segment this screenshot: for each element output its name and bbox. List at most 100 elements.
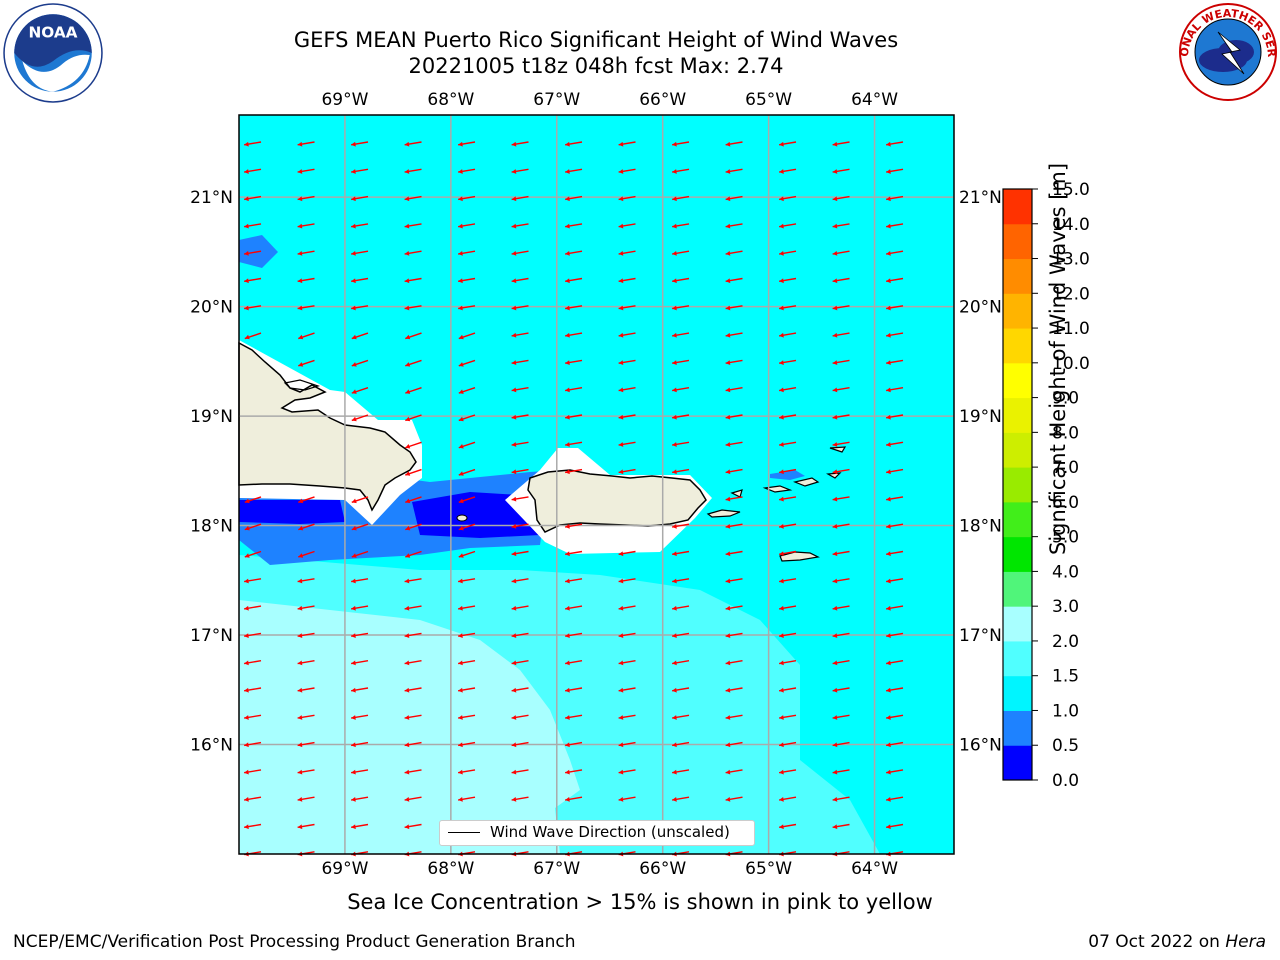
- direction-arrow: [404, 305, 422, 311]
- lat-label-left-3: 18°N: [190, 517, 233, 537]
- direction-arrow: [832, 195, 850, 202]
- direction-arrow: [779, 168, 797, 174]
- direction-arrow: [458, 305, 476, 311]
- direction-arrow: [618, 605, 636, 611]
- direction-arrow: [298, 359, 315, 367]
- direction-arrow: [832, 796, 850, 802]
- direction-arrow: [458, 387, 476, 394]
- legend-label: Wind Wave Direction (unscaled): [490, 823, 730, 841]
- lat-label-right-0: 21°N: [959, 188, 1002, 208]
- direction-arrow: [725, 687, 743, 693]
- direction-arrow: [672, 305, 690, 311]
- direction-arrow: [298, 550, 315, 558]
- direction-arrow: [779, 195, 797, 202]
- direction-arrow: [351, 796, 369, 802]
- direction-arrow: [458, 605, 476, 611]
- colorbar-tick-label: 5.0: [1052, 528, 1079, 548]
- lat-label-left-4: 17°N: [190, 626, 233, 646]
- direction-arrow: [886, 305, 904, 311]
- direction-arrow: [886, 605, 904, 611]
- direction-arrow: [565, 468, 583, 475]
- direction-arrow: [832, 250, 850, 256]
- direction-arrow: [297, 141, 315, 147]
- direction-arrow: [511, 332, 529, 338]
- chart-subtitle-line: 20221005 t18z 048h fcst Max: 2.74: [408, 54, 784, 78]
- direction-arrow: [351, 741, 369, 748]
- direction-arrow: [779, 414, 797, 420]
- direction-arrow: [886, 141, 904, 147]
- direction-arrow: [725, 523, 743, 529]
- direction-arrow: [404, 168, 422, 174]
- direction-arrow: [297, 714, 315, 720]
- direction-arrow: [725, 441, 743, 447]
- direction-arrow: [832, 578, 850, 584]
- direction-arrow: [565, 550, 583, 557]
- direction-arrow: [458, 168, 476, 174]
- direction-arrow: [618, 277, 636, 284]
- lon-label-bottom-0: 69°W: [321, 859, 368, 879]
- direction-arrow: [886, 250, 904, 256]
- colorbar-tick-label: 8.0: [1052, 423, 1079, 443]
- direction-arrow: [458, 414, 476, 422]
- direction-arrow: [244, 578, 262, 584]
- direction-arrow: [565, 605, 583, 611]
- direction-arrow: [511, 441, 529, 447]
- direction-arrow: [405, 332, 422, 340]
- nws-logo: NATIONAL WEATHER SERVICE: [1178, 2, 1278, 101]
- direction-arrow: [351, 578, 369, 584]
- direction-arrow: [565, 714, 583, 720]
- direction-arrow: [672, 714, 690, 720]
- colorbar-tick-label: 0.5: [1052, 736, 1079, 756]
- direction-arrow: [618, 468, 636, 475]
- direction-arrow: [672, 796, 690, 802]
- direction-arrow: [886, 277, 904, 284]
- direction-arrow: [458, 223, 476, 229]
- direction-arrow: [618, 632, 636, 638]
- direction-arrow: [458, 250, 476, 256]
- direction-arrow: [244, 605, 262, 611]
- direction-arrow: [351, 823, 369, 830]
- direction-arrow: [618, 578, 636, 584]
- direction-arrow: [351, 141, 369, 147]
- direction-arrow: [244, 141, 262, 147]
- lat-label-left-0: 21°N: [190, 188, 233, 208]
- direction-arrow: [405, 414, 422, 422]
- direction-arrow: [404, 605, 422, 611]
- direction-arrow: [832, 168, 850, 174]
- colorbar-tick-label: 11.0: [1052, 319, 1090, 339]
- direction-arrow: [672, 550, 690, 557]
- colorbar-tick-label: 10.0: [1052, 354, 1090, 374]
- direction-arrow: [725, 141, 743, 147]
- direction-arrow: [725, 387, 743, 393]
- direction-arrow: [779, 441, 797, 447]
- direction-arrow: [297, 660, 315, 666]
- direction-arrow: [351, 332, 369, 340]
- direction-arrow: [725, 714, 743, 720]
- direction-arrow: [351, 550, 369, 558]
- colorbar-tick-label: 6.0: [1052, 493, 1079, 513]
- direction-arrow: [511, 414, 529, 420]
- direction-arrow: [511, 468, 529, 475]
- direction-arrow: [244, 523, 262, 531]
- direction-arrow: [672, 523, 690, 529]
- direction-arrow: [565, 195, 583, 202]
- direction-arrow: [351, 687, 369, 693]
- lat-label-right-3: 18°N: [959, 517, 1002, 537]
- direction-arrow: [886, 632, 904, 638]
- direction-arrow: [672, 332, 690, 338]
- direction-arrow: [351, 414, 369, 422]
- direction-arrow: [618, 250, 636, 256]
- direction-arrow: [351, 195, 369, 202]
- direction-arrow: [404, 578, 422, 584]
- direction-arrow: [618, 387, 636, 393]
- direction-arrow: [725, 305, 743, 311]
- land-anegada: [826, 446, 847, 479]
- direction-arrow: [886, 332, 904, 338]
- direction-arrow: [244, 223, 262, 229]
- direction-arrow: [404, 823, 422, 830]
- direction-arrow: [618, 223, 636, 229]
- direction-arrow: [672, 359, 690, 365]
- noaa-logo: NOAA: [3, 3, 103, 103]
- direction-arrow: [458, 660, 476, 666]
- direction-arrow: [672, 141, 690, 147]
